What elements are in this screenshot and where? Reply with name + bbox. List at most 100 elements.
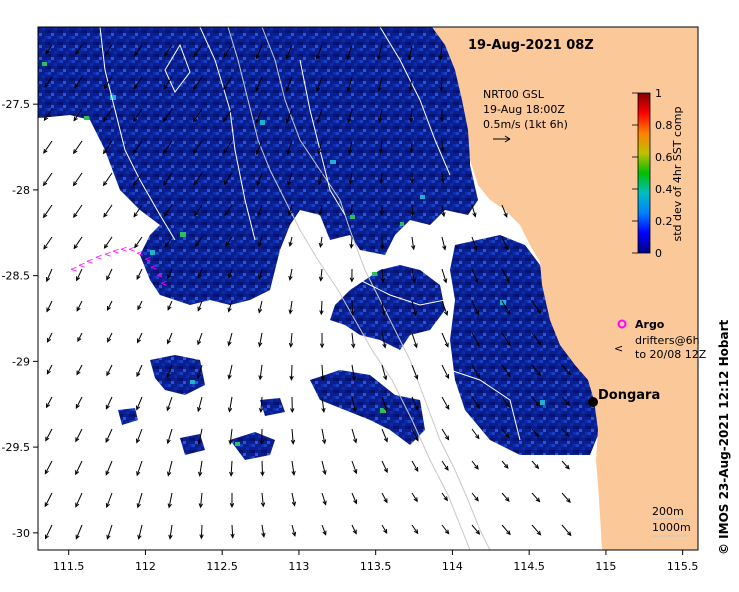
y-axis: -27.5 -28 -28.5 -29 -29.5 -30 bbox=[2, 98, 38, 540]
wind-arrow bbox=[133, 204, 143, 217]
wind-arrow-head bbox=[133, 181, 138, 187]
wind-arrow-head bbox=[317, 149, 322, 155]
wind-arrow bbox=[43, 236, 53, 250]
wind-arrow-head bbox=[261, 532, 266, 538]
wind-arrow-head bbox=[505, 277, 510, 284]
wind-arrow-head bbox=[256, 181, 261, 187]
drifter-position: < bbox=[128, 245, 136, 255]
wind-arrow bbox=[471, 236, 477, 250]
wind-arrow-head bbox=[291, 531, 297, 537]
wind-arrow-head bbox=[505, 433, 510, 439]
drifter-track: < < < < < < < < <<<<< bbox=[70, 245, 168, 289]
wind-arrow-head bbox=[288, 309, 293, 315]
wind-arrow-head bbox=[414, 466, 419, 472]
wind-arrow bbox=[321, 364, 324, 380]
wind-arrow bbox=[193, 108, 203, 122]
wind-arrow bbox=[379, 140, 383, 153]
wind-arrow-head bbox=[193, 180, 198, 186]
wind-arrow bbox=[291, 524, 296, 536]
wind-arrow bbox=[441, 140, 444, 152]
wind-arrow-head bbox=[566, 531, 572, 537]
x-tick-label: 115.5 bbox=[667, 560, 699, 573]
wind-arrow-head bbox=[383, 406, 388, 412]
wind-arrow bbox=[137, 492, 143, 508]
wind-arrow-head bbox=[535, 497, 541, 503]
wind-arrow bbox=[46, 300, 53, 312]
wind-arrow-head bbox=[223, 52, 228, 58]
wind-arrow-head bbox=[255, 86, 260, 92]
wind-arrow-head bbox=[291, 470, 296, 476]
wind-arrow-head bbox=[379, 210, 385, 216]
wind-arrow-head bbox=[322, 530, 327, 536]
wind-arrow bbox=[197, 332, 203, 345]
wind-arrow-head bbox=[162, 117, 168, 123]
sst-patch-3 bbox=[118, 408, 138, 425]
wind-arrow bbox=[411, 460, 419, 472]
wind-arrow-head bbox=[76, 276, 81, 282]
wind-arrow bbox=[258, 236, 263, 247]
wind-arrow-head bbox=[132, 149, 138, 155]
wind-arrow bbox=[136, 428, 143, 443]
wind-arrow bbox=[531, 492, 540, 502]
wind-arrow-head bbox=[75, 534, 80, 540]
wind-arrow bbox=[163, 76, 173, 90]
wind-arrow-head bbox=[105, 404, 110, 410]
wind-arrow bbox=[561, 492, 571, 503]
wind-arrow bbox=[501, 428, 510, 438]
drifter-position: < bbox=[150, 263, 158, 273]
wind-arrow-head bbox=[353, 469, 358, 475]
wind-arrow-head bbox=[285, 54, 290, 60]
wind-arrow-head bbox=[444, 465, 449, 471]
colorbar-tick-label: 0.8 bbox=[655, 119, 673, 132]
wind-legend-line2: 19-Aug 18:00Z bbox=[483, 103, 565, 116]
wind-arrow bbox=[441, 204, 445, 217]
wind-arrow-head bbox=[383, 437, 388, 443]
wind-arrow bbox=[106, 364, 113, 376]
wind-arrow bbox=[531, 524, 541, 536]
wind-arrow-head bbox=[258, 375, 263, 381]
wind-arrow-head bbox=[197, 340, 202, 346]
sst-region-east bbox=[450, 235, 600, 455]
wind-arrow-head bbox=[378, 118, 383, 124]
wind-arrow bbox=[441, 172, 444, 183]
wind-arrow bbox=[351, 364, 356, 380]
wind-arrow-head bbox=[413, 497, 418, 503]
wind-arrow bbox=[411, 492, 418, 502]
y-tick-label: -28 bbox=[12, 184, 30, 197]
platform-legend: Argo < drifters@6h to 20/08 12Z bbox=[614, 318, 707, 361]
wind-arrow-head bbox=[474, 496, 479, 502]
drifter-position: < bbox=[160, 279, 168, 289]
wind-arrow-head bbox=[319, 343, 325, 349]
wind-arrow-head bbox=[504, 464, 509, 469]
wind-arrow bbox=[256, 172, 263, 186]
wind-arrow-head bbox=[167, 305, 172, 311]
wind-arrow-head bbox=[536, 309, 542, 315]
wind-arrow-head bbox=[223, 180, 229, 186]
sst-region-center bbox=[330, 265, 445, 350]
wind-arrow bbox=[501, 492, 510, 502]
wind-arrow-head bbox=[381, 311, 386, 317]
wind-arrow bbox=[75, 428, 83, 442]
wind-arrow bbox=[501, 524, 511, 535]
wind-arrow bbox=[441, 524, 449, 534]
wind-arrow bbox=[200, 492, 203, 508]
colorbar-tick-label: 1 bbox=[655, 87, 662, 100]
wind-arrow bbox=[408, 44, 413, 60]
wind-arrow-head bbox=[409, 178, 415, 184]
argo-icon bbox=[617, 319, 627, 329]
y-tick-label: -29 bbox=[12, 355, 30, 368]
wind-arrow-head bbox=[75, 403, 80, 410]
wind-arrow-head bbox=[320, 375, 325, 382]
wind-arrow bbox=[316, 76, 323, 92]
wind-arrow bbox=[380, 172, 383, 184]
wind-arrow bbox=[163, 140, 173, 154]
wind-arrow bbox=[163, 172, 173, 186]
wind-arrow bbox=[257, 204, 263, 216]
y-tick-label: -29.5 bbox=[2, 441, 30, 454]
wind-arrow-head bbox=[319, 310, 324, 316]
wind-arrow bbox=[501, 300, 511, 315]
wind-arrow-head bbox=[46, 277, 51, 283]
wind-arrow-head bbox=[536, 530, 542, 536]
wind-arrow-head bbox=[350, 310, 355, 316]
wind-arrow bbox=[378, 76, 383, 92]
